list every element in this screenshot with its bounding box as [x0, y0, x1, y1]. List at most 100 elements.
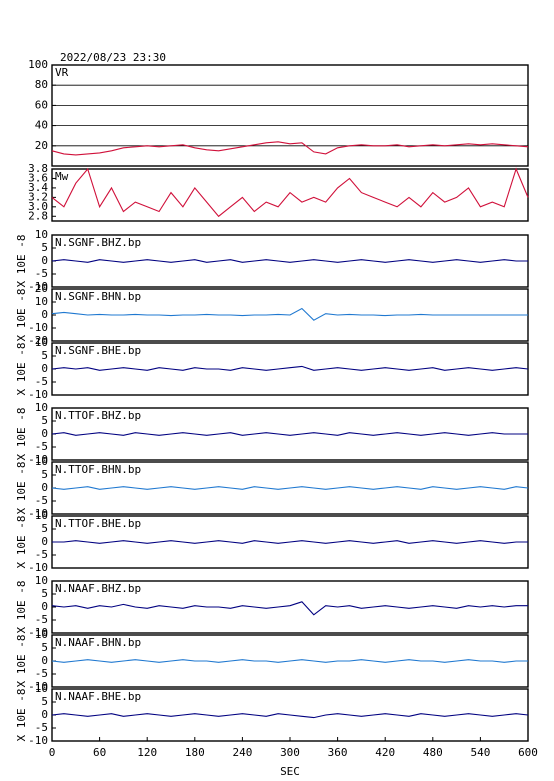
- y-tick-label: 20: [35, 282, 48, 295]
- x-tick-label: 120: [137, 746, 157, 759]
- chart-title: 2022/08/23 23:30: [60, 51, 166, 64]
- y-tick-label: -5: [35, 613, 48, 626]
- y-axis-label: X 10E -8: [15, 343, 28, 396]
- y-tick-label: 0: [41, 600, 48, 613]
- y-tick-label: -20: [28, 334, 48, 347]
- y-axis-label: X 10E -8: [15, 289, 28, 342]
- trace: [51, 167, 529, 218]
- y-axis-label: X 10E -8: [15, 689, 28, 742]
- y-tick-label: 0: [41, 708, 48, 721]
- y-tick-label: -5: [35, 721, 48, 734]
- y-tick-label: 3.4: [28, 181, 48, 194]
- y-tick-label: 3.8: [28, 162, 48, 175]
- panel-label: N.TTOF.BHN.bp: [55, 463, 141, 476]
- x-tick-label: 180: [185, 746, 205, 759]
- panel-label: N.TTOF.BHZ.bp: [55, 409, 141, 422]
- y-tick-label: -10: [28, 321, 48, 334]
- y-tick-label: -10: [28, 626, 48, 639]
- y-axis-label: X 10E -8: [15, 581, 28, 634]
- y-tick-label: 10: [35, 574, 48, 587]
- y-tick-label: 10: [35, 295, 48, 308]
- x-tick-label: 600: [518, 746, 538, 759]
- y-tick-label: 3.0: [28, 200, 48, 213]
- y-tick-label: 0: [41, 535, 48, 548]
- y-tick-label: 5: [41, 641, 48, 654]
- y-tick-label: -5: [35, 375, 48, 388]
- x-tick-label: 0: [49, 746, 56, 759]
- y-tick-label: 5: [41, 695, 48, 708]
- y-tick-label: -10: [28, 680, 48, 693]
- panel-label: Mw: [55, 170, 69, 183]
- trace: [51, 601, 528, 616]
- trace: [51, 307, 528, 321]
- y-tick-label: 5: [41, 241, 48, 254]
- y-tick-label: 0: [41, 654, 48, 667]
- y-tick-label: 10: [35, 455, 48, 468]
- y-tick-label: 5: [41, 468, 48, 481]
- panel-label: N.NAAF.BHN.bp: [55, 636, 141, 649]
- y-tick-label: 0: [41, 427, 48, 440]
- y-tick-label: -10: [28, 453, 48, 466]
- trace: [51, 713, 529, 719]
- y-tick-label: -5: [35, 548, 48, 561]
- y-tick-label: 5: [41, 414, 48, 427]
- y-tick-label: 5: [41, 349, 48, 362]
- panel-label: N.SGNF.BHN.bp: [55, 290, 141, 303]
- y-tick-label: 10: [35, 509, 48, 522]
- y-tick-label: 10: [35, 628, 48, 641]
- y-tick-label: 5: [41, 587, 48, 600]
- y-tick-label: 20: [35, 139, 48, 152]
- y-tick-label: -5: [35, 494, 48, 507]
- y-tick-label: 80: [35, 78, 48, 91]
- x-tick-label: 540: [470, 746, 490, 759]
- y-axis-label: X 10E -8: [15, 462, 28, 515]
- panel-label: N.NAAF.BHZ.bp: [55, 582, 141, 595]
- trace: [51, 659, 528, 663]
- y-tick-label: 10: [35, 228, 48, 241]
- y-tick-label: -10: [28, 734, 48, 747]
- y-tick-label: -10: [28, 507, 48, 520]
- y-axis-label: X 10E -8: [15, 408, 28, 461]
- trace: [51, 365, 529, 371]
- panel-label: N.NAAF.BHE.bp: [55, 690, 141, 703]
- y-tick-label: 5: [41, 522, 48, 535]
- panel-label: N.SGNF.BHE.bp: [55, 344, 141, 357]
- y-tick-label: -5: [35, 267, 48, 280]
- trace: [51, 432, 528, 436]
- y-axis-label: X 10E -8: [15, 516, 28, 569]
- trace: [51, 141, 529, 156]
- y-tick-label: 0: [41, 362, 48, 375]
- y-tick-label: -10: [28, 561, 48, 574]
- y-axis-label: X 10E -8: [15, 635, 28, 688]
- trace: [51, 486, 529, 490]
- x-tick-label: 360: [328, 746, 348, 759]
- y-tick-label: 10: [35, 401, 48, 414]
- x-axis-label: SEC: [280, 765, 300, 778]
- x-tick-label: 420: [375, 746, 395, 759]
- y-tick-label: 2.8: [28, 209, 48, 222]
- y-tick-label: 10: [35, 336, 48, 349]
- y-tick-label: 0: [41, 481, 48, 494]
- y-tick-label: 0: [41, 308, 48, 321]
- y-tick-label: -5: [35, 440, 48, 453]
- trace: [51, 259, 528, 263]
- x-tick-label: 480: [423, 746, 443, 759]
- y-tick-label: 100: [28, 58, 48, 71]
- panel-label: N.SGNF.BHZ.bp: [55, 236, 141, 249]
- x-tick-label: 240: [232, 746, 252, 759]
- y-tick-label: 10: [35, 682, 48, 695]
- panel-frame: [51, 64, 529, 167]
- trace: [52, 540, 528, 544]
- y-axis-label: X 10E -8: [15, 235, 28, 288]
- y-tick-label: 0: [41, 254, 48, 267]
- y-tick-label: -10: [28, 388, 48, 401]
- y-tick-label: 60: [35, 98, 48, 111]
- y-tick-label: -10: [28, 280, 48, 293]
- y-tick-label: 3.6: [28, 171, 48, 184]
- x-tick-label: 300: [280, 746, 300, 759]
- y-tick-label: -5: [35, 667, 48, 680]
- y-tick-label: 40: [35, 119, 48, 132]
- y-tick-label: 3.2: [28, 190, 48, 203]
- x-tick-label: 60: [93, 746, 106, 759]
